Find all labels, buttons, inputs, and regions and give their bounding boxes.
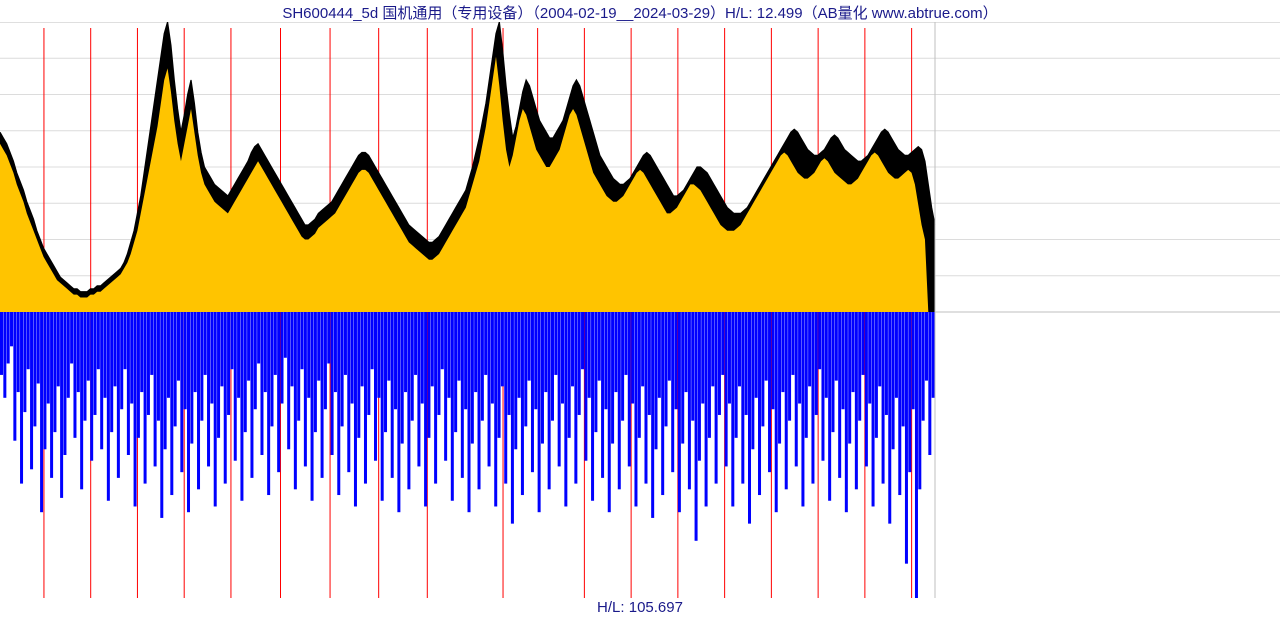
chart-area bbox=[0, 22, 1280, 598]
bottom-label: H/L: 105.697 bbox=[0, 599, 1280, 616]
chart-title: SH600444_5d 国机通用（专用设备）（2004-02-19__2024-… bbox=[0, 2, 1280, 23]
chart-svg bbox=[0, 22, 1280, 598]
